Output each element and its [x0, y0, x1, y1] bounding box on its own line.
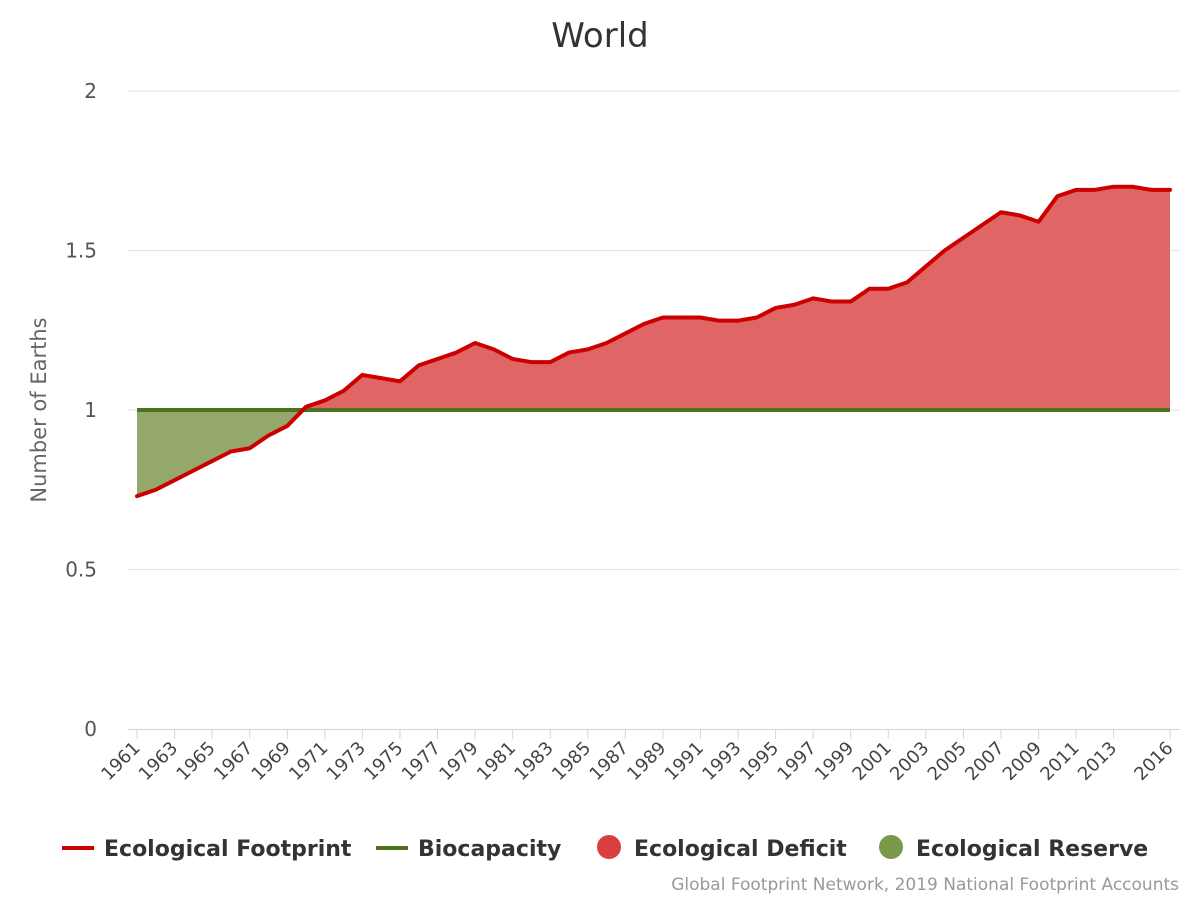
- x-tick-label: 1965: [172, 738, 219, 785]
- x-tick-label: 1985: [548, 738, 595, 785]
- x-tick-label: 1997: [773, 738, 820, 785]
- x-tick-label: 1987: [586, 738, 633, 785]
- x-tick-label: 1973: [323, 738, 370, 785]
- legend-footprint-label: Ecological Footprint: [104, 837, 352, 862]
- x-tick-label: 1995: [736, 738, 783, 785]
- x-tick-label: 1991: [661, 738, 708, 785]
- line-layer: [135, 184, 1172, 499]
- legend-item-biocapacity[interactable]: Biocapacity: [376, 837, 561, 862]
- x-tick-label: 1967: [210, 738, 257, 785]
- y-tick-label: 1: [84, 398, 97, 422]
- legend-deficit-label: Ecological Deficit: [634, 837, 847, 862]
- x-tick-label: 2009: [999, 738, 1046, 785]
- x-tick-label: 1983: [510, 738, 557, 785]
- x-tick-label: 1963: [135, 738, 182, 785]
- y-axis-label: Number of Earths: [27, 317, 51, 502]
- y-tick-label: 2: [84, 79, 97, 103]
- y-tick-label: 0: [84, 717, 97, 741]
- x-tick-label: 2007: [961, 738, 1008, 785]
- x-tick-label: 2005: [924, 738, 971, 785]
- legend-item-footprint[interactable]: Ecological Footprint: [62, 837, 352, 862]
- y-tick-label: 1.5: [65, 239, 97, 263]
- x-tick-label: 1971: [285, 738, 332, 785]
- deficit-area: [302, 186, 1170, 410]
- x-tick-label: 1975: [360, 738, 407, 785]
- x-tick-label: 2011: [1036, 738, 1083, 785]
- legend-reserve-label: Ecological Reserve: [916, 837, 1148, 862]
- x-tick-label: 1999: [811, 738, 858, 785]
- legend-item-reserve[interactable]: Ecological Reserve: [879, 835, 1148, 862]
- reserve-area: [137, 410, 303, 497]
- x-tick-label: 2001: [849, 738, 896, 785]
- x-tick-label: 1981: [473, 738, 520, 785]
- legend-item-deficit[interactable]: Ecological Deficit: [597, 835, 847, 862]
- legend-biocapacity-label: Biocapacity: [418, 837, 561, 862]
- y-tick-label: 0.5: [65, 558, 97, 582]
- x-tick-label: 1977: [398, 738, 445, 785]
- footprint-line: [135, 184, 1172, 499]
- x-tick-label: 2003: [886, 738, 933, 785]
- legend: Ecological Footprint Biocapacity Ecologi…: [62, 835, 1148, 862]
- area-layer: [137, 186, 1170, 497]
- x-tick-label: 1961: [97, 738, 144, 785]
- x-tick-label: 1993: [698, 738, 745, 785]
- x-tick-label: 1969: [248, 738, 295, 785]
- legend-deficit-swatch: [597, 835, 621, 859]
- x-tick-label: 2016: [1130, 738, 1177, 785]
- credit-text[interactable]: Global Footprint Network, 2019 National …: [671, 875, 1179, 895]
- x-tick-label: 1979: [435, 738, 482, 785]
- x-tick-label: 2013: [1074, 738, 1121, 785]
- x-tick-label: 1989: [623, 738, 670, 785]
- legend-reserve-swatch: [879, 835, 903, 859]
- chart-title: World: [551, 16, 648, 56]
